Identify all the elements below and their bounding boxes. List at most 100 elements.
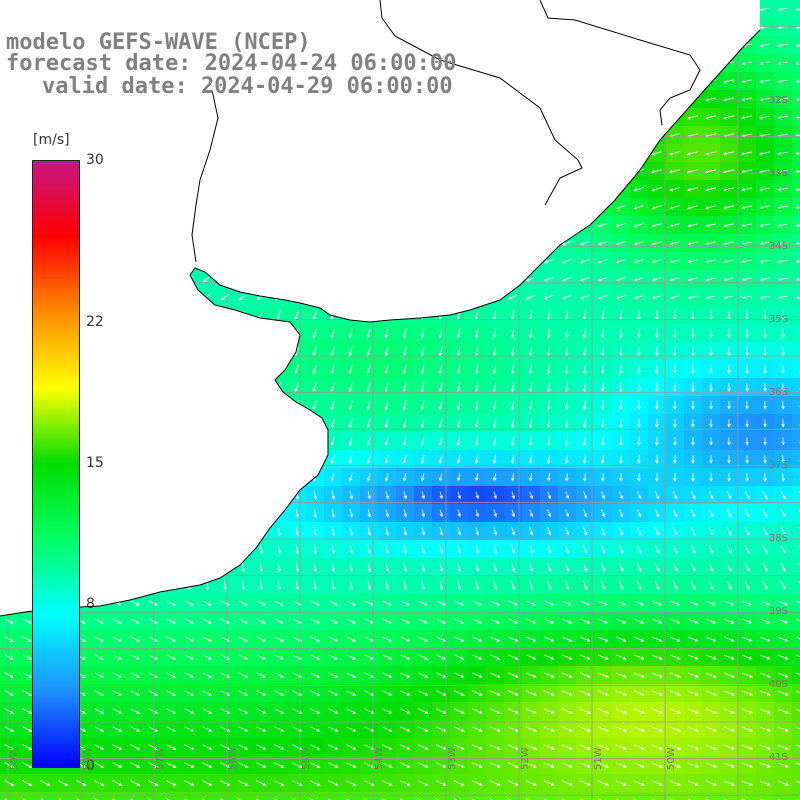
- wind-cell: [792, 576, 800, 595]
- wind-cell: [504, 792, 523, 800]
- wind-cell: [234, 792, 253, 800]
- wind-cell: [792, 702, 800, 721]
- colorbar-tick: 22: [86, 313, 104, 330]
- wind-cell: [792, 36, 800, 55]
- longitude-label: 55W: [301, 747, 312, 770]
- wind-cell: [414, 792, 433, 800]
- wind-cell: [792, 342, 800, 361]
- wind-cell: [792, 558, 800, 577]
- wind-cell: [666, 792, 685, 800]
- wind-cell: [54, 792, 73, 800]
- wind-cell: [162, 792, 181, 800]
- wind-cell: [540, 792, 559, 800]
- wind-cell: [792, 594, 800, 613]
- colorbar-tick: 30: [86, 152, 104, 168]
- wind-cell: [468, 792, 487, 800]
- wind-cell: [792, 72, 800, 91]
- wind-cell: [180, 792, 199, 800]
- wind-cell: [0, 792, 19, 800]
- wind-cell: [792, 324, 800, 343]
- latitude-label: 41S: [768, 752, 788, 763]
- wind-cell: [792, 108, 800, 127]
- wind-cell: [252, 792, 271, 800]
- wind-cell: [792, 522, 800, 541]
- wind-cell: [648, 792, 667, 800]
- latitude-label: 32S: [768, 95, 788, 106]
- wind-cell: [792, 288, 800, 307]
- wind-cell: [792, 792, 800, 800]
- wind-cell: [792, 126, 800, 145]
- wind-cell: [558, 792, 577, 800]
- title-forecast-date: forecast date: 2024-04-24 06:00:00: [6, 51, 457, 76]
- wind-cell: [792, 450, 800, 469]
- longitude-label: 50W: [666, 747, 677, 770]
- wind-arrow: [759, 7, 770, 12]
- wind-cell: [126, 792, 145, 800]
- wind-cell: [792, 684, 800, 703]
- wind-cell: [792, 630, 800, 649]
- latitude-label: 35S: [768, 314, 788, 325]
- wind-cell: [792, 540, 800, 559]
- wind-cell: [792, 720, 800, 739]
- colorbar-tick: 15: [86, 455, 104, 471]
- wind-cell: [792, 198, 800, 217]
- wind-cell: [792, 162, 800, 181]
- longitude-label: 57W: [155, 747, 166, 770]
- latitude-label: 37S: [768, 460, 788, 471]
- wind-cell: [360, 792, 379, 800]
- wind-arrow: [795, 7, 800, 12]
- wind-cell: [792, 612, 800, 631]
- wind-cell: [378, 792, 397, 800]
- wind-cell: [792, 360, 800, 379]
- wind-cell: [702, 792, 721, 800]
- wind-cell: [594, 792, 613, 800]
- latitude-label: 34S: [768, 241, 788, 252]
- wind-cell: [630, 792, 649, 800]
- longitude-label: 58W: [82, 747, 93, 770]
- wind-cell: [36, 792, 55, 800]
- wind-cell: [792, 270, 800, 289]
- wind-cell: [684, 792, 703, 800]
- longitude-label: 59W: [9, 747, 20, 770]
- wind-cell: [792, 180, 800, 199]
- latitude-label: 36S: [768, 387, 788, 398]
- wind-cell: [792, 414, 800, 433]
- wind-cell: [792, 666, 800, 685]
- wind-cell: [306, 792, 325, 800]
- wind-cell: [792, 648, 800, 667]
- wind-cell: [792, 90, 800, 109]
- wind-cell: [108, 792, 127, 800]
- wind-cell: [792, 486, 800, 505]
- wind-cell: [792, 252, 800, 271]
- longitude-label: 56W: [228, 747, 239, 770]
- wind-cell: [90, 792, 109, 800]
- title-valid-date: valid date: 2024-04-29 06:00:00: [42, 74, 453, 99]
- longitude-label: 54W: [374, 747, 385, 770]
- wind-cell: [792, 144, 800, 163]
- wind-cell: [324, 792, 343, 800]
- wind-cell: [792, 504, 800, 523]
- wind-cell: [792, 774, 800, 793]
- wind-cell: [792, 0, 800, 19]
- wind-cell: [792, 738, 800, 757]
- wind-cell: [792, 18, 800, 37]
- wind-cell: [18, 792, 37, 800]
- wind-cell: [522, 792, 541, 800]
- wind-cell: [792, 468, 800, 487]
- wind-cell: [288, 792, 307, 800]
- longitude-label: 51W: [593, 747, 604, 770]
- longitude-label: 53W: [447, 747, 458, 770]
- wind-cell: [396, 792, 415, 800]
- wind-cell: [756, 792, 775, 800]
- wind-cell: [792, 216, 800, 235]
- wind-cell: [270, 792, 289, 800]
- wind-cell: [792, 306, 800, 325]
- wind-cell: [792, 756, 800, 775]
- wind-cell: [576, 792, 595, 800]
- wind-cell: [792, 378, 800, 397]
- wind-cell: [486, 792, 505, 800]
- colorbar: [32, 160, 80, 768]
- colorbar-unit: [m/s]: [33, 132, 70, 148]
